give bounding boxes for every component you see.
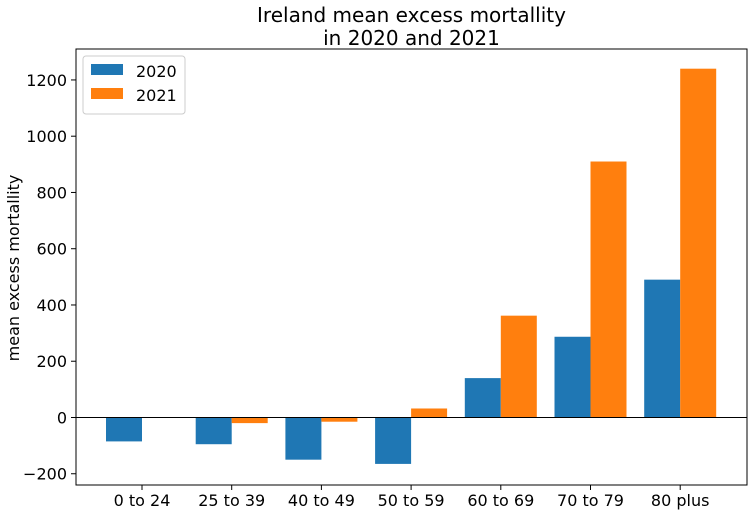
x-tick-label: 80 plus bbox=[651, 491, 710, 510]
bar-2020-80-plus bbox=[644, 279, 681, 418]
chart-title-line-1: Ireland mean excess mortallity bbox=[257, 3, 566, 27]
y-tick-label: 200 bbox=[36, 352, 67, 371]
y-axis: −200 0 200 400 600 800 1000 1200 bbox=[23, 71, 76, 484]
legend-label-2020: 2020 bbox=[136, 62, 177, 81]
y-tick-label: 1000 bbox=[26, 127, 67, 146]
bar-2020-50-to-59 bbox=[375, 417, 412, 464]
y-tick-label: 0 bbox=[57, 408, 67, 427]
bar-2020-40-to-49 bbox=[285, 417, 322, 460]
bar-2021-40-to-49 bbox=[321, 417, 358, 422]
bar-2020-60-to-69 bbox=[464, 378, 501, 418]
bar-2020-25-to-39 bbox=[195, 417, 232, 445]
x-tick-label: 0 to 24 bbox=[114, 491, 171, 510]
legend: 2020 2021 bbox=[82, 55, 186, 115]
bar-2021-60-to-69 bbox=[500, 315, 537, 418]
plot-frame bbox=[75, 48, 748, 486]
x-tick-label: 25 to 39 bbox=[198, 491, 265, 510]
y-tick-label: 400 bbox=[36, 296, 67, 315]
y-tick-label: 1200 bbox=[26, 71, 67, 90]
legend-swatch-2021 bbox=[91, 88, 123, 99]
y-tick-label: 600 bbox=[36, 240, 67, 259]
bars-group bbox=[106, 68, 717, 464]
bar-2020-70-to-79 bbox=[554, 336, 591, 418]
bar-2021-25-to-39 bbox=[231, 417, 268, 424]
x-tick-label: 70 to 79 bbox=[557, 491, 624, 510]
y-tick-label: −200 bbox=[23, 465, 67, 484]
y-tick-label: 800 bbox=[36, 183, 67, 202]
x-tick-label: 60 to 69 bbox=[467, 491, 534, 510]
chart-title-line-2: in 2020 and 2021 bbox=[323, 26, 500, 50]
y-axis-label: mean excess mortallity bbox=[4, 175, 23, 362]
legend-label-2021: 2021 bbox=[136, 86, 177, 105]
x-axis: 0 to 24 25 to 39 40 to 49 50 to 59 60 to 69 7… bbox=[114, 485, 710, 510]
x-tick-label: 40 to 49 bbox=[288, 491, 355, 510]
x-tick-label: 50 to 59 bbox=[378, 491, 445, 510]
bar-2021-80-plus bbox=[680, 68, 717, 418]
bar-2021-70-to-79 bbox=[590, 161, 627, 418]
legend-swatch-2020 bbox=[91, 64, 123, 75]
bar-2021-50-to-59 bbox=[411, 408, 448, 418]
bar-2020-0-to-24 bbox=[106, 417, 142, 442]
